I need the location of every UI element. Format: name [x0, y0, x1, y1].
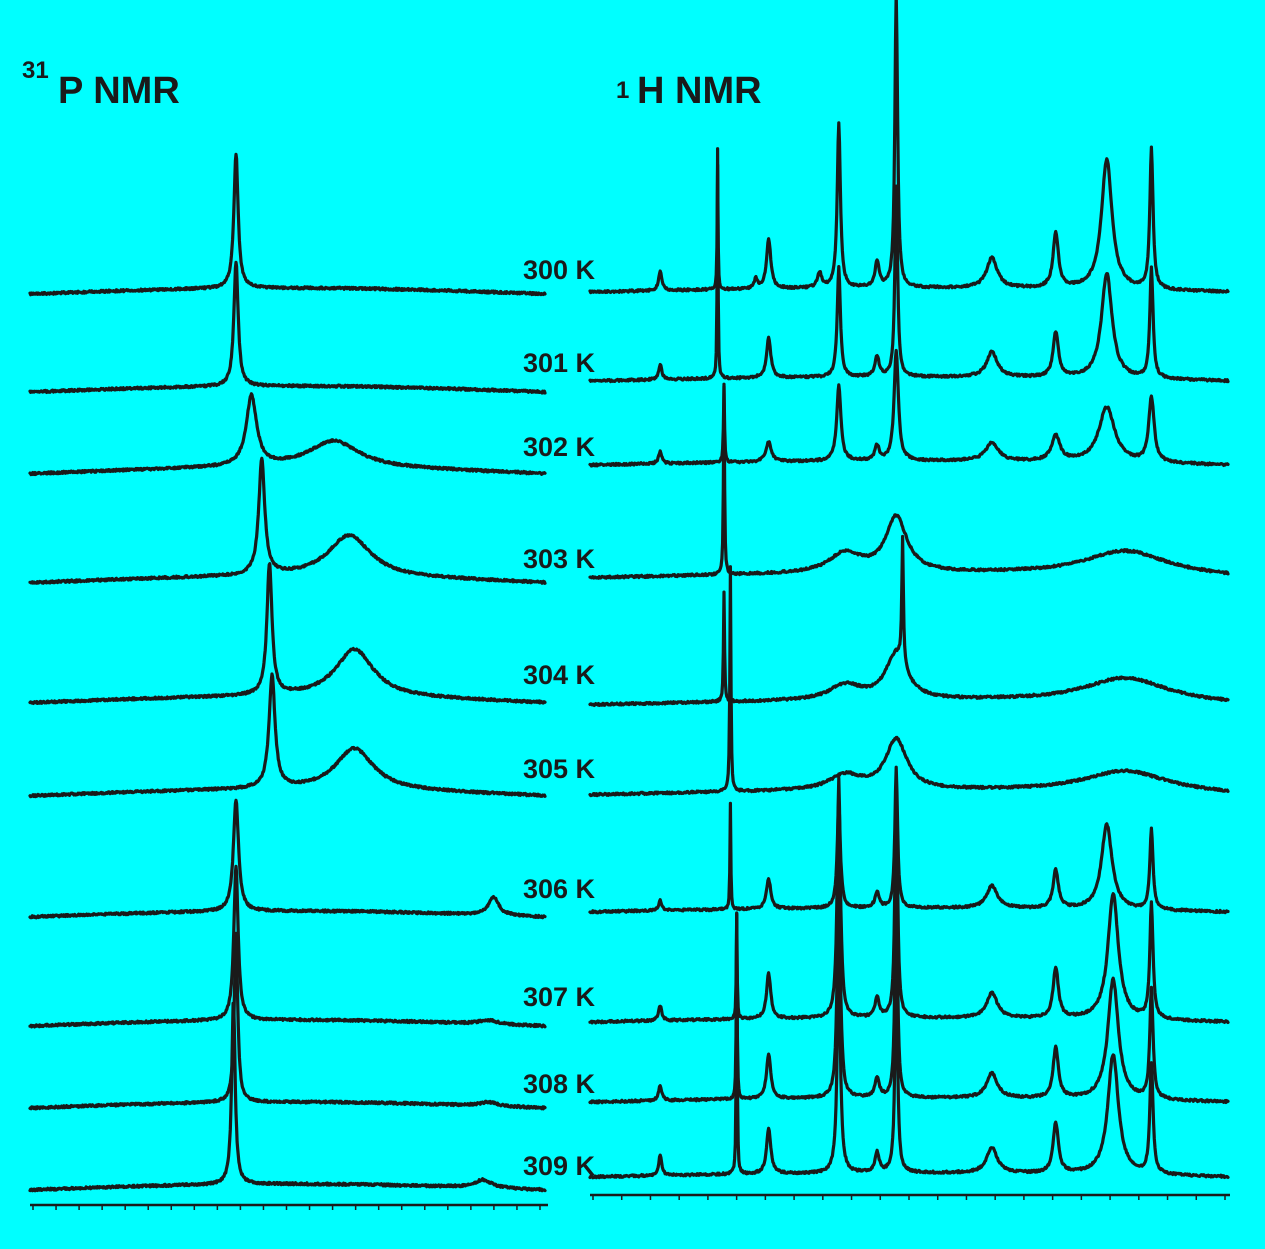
p31-title: P NMR — [58, 70, 180, 112]
p31-trace-304k — [28, 562, 547, 705]
p31-trace-302k — [28, 392, 547, 477]
h1-trace-306k — [588, 765, 1230, 915]
h1-trace-309k — [588, 912, 1230, 1180]
p31-trace-306k — [28, 798, 547, 920]
temp-label-307: 307 K — [523, 982, 596, 1012]
h1-trace-303k — [588, 382, 1230, 580]
temp-label-304: 304 K — [523, 660, 596, 690]
h1-trace-302k — [588, 348, 1230, 468]
temp-label-308: 308 K — [523, 1069, 596, 1099]
temp-label-302: 302 K — [523, 432, 596, 462]
h1-trace-304k — [588, 534, 1230, 707]
p31-trace-301k — [28, 260, 547, 395]
h1-trace-300k — [588, 0, 1230, 295]
p31-trace-305k — [28, 672, 547, 799]
p31-trace-300k — [28, 152, 547, 297]
h1-x-ticks — [592, 1195, 1226, 1200]
p31-x-ticks — [32, 1205, 541, 1210]
h1-trace-305k — [588, 565, 1230, 798]
p31-trace-308k — [28, 931, 547, 1111]
h1-spectra — [588, 0, 1230, 1180]
temp-label-300: 300 K — [523, 255, 596, 285]
temp-label-305: 305 K — [523, 754, 596, 784]
h1-title-superscript: 1 — [616, 77, 629, 104]
p31-trace-303k — [28, 456, 547, 585]
p31-trace-309k — [28, 1001, 547, 1193]
temp-label-306: 306 K — [523, 874, 596, 904]
temperature-labels: 300 K 301 K 302 K 303 K 304 K 305 K 306 … — [523, 255, 596, 1181]
p31-trace-307k — [28, 864, 547, 1029]
temp-label-303: 303 K — [523, 544, 596, 574]
temp-label-309: 309 K — [523, 1151, 596, 1181]
p31-spectra — [28, 152, 547, 1193]
h1-trace-307k — [588, 776, 1230, 1025]
h1-trace-301k — [588, 147, 1230, 384]
h1-title: H NMR — [637, 70, 762, 112]
temp-label-301: 301 K — [523, 348, 596, 378]
p31-title-superscript: 31 — [22, 57, 49, 84]
h1-trace-308k — [588, 870, 1230, 1105]
